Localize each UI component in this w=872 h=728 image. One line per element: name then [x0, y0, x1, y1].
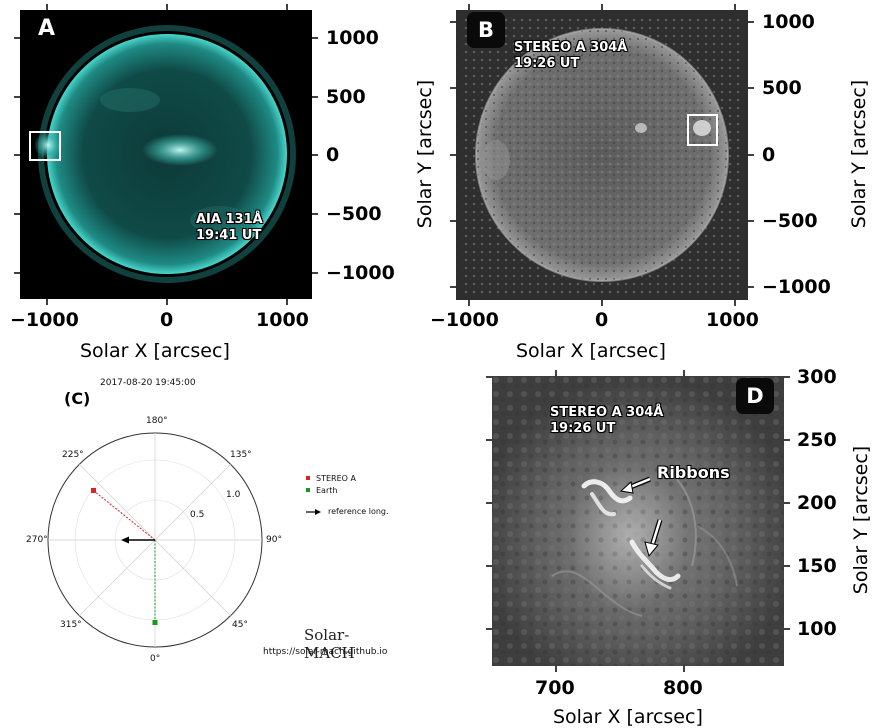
panel-b-xtick-1: −1000 [430, 309, 499, 331]
angle-label-135: 135° [230, 450, 252, 460]
panel-a-label: A [38, 16, 56, 41]
panel-d-label: D [736, 378, 774, 414]
region-box-a [29, 131, 61, 161]
panel-d-annotation-line1: STEREO A 304Å [550, 405, 664, 420]
legend-arrow-icon [306, 509, 321, 515]
angle-label-315: 315° [60, 620, 82, 630]
ribbons-label: Ribbons [657, 463, 730, 482]
angle-label-180: 180° [146, 416, 168, 426]
panel-b-ytick-4: −500 [762, 210, 818, 232]
legend-earth-label: Earth [316, 486, 338, 495]
angle-label-270: 270° [26, 535, 48, 545]
panel-a-ytick-2: 500 [326, 86, 366, 108]
earth-marker [152, 620, 158, 625]
ribbon-arrow-2 [644, 519, 663, 558]
angle-label-45: 45° [232, 620, 248, 630]
panel-a-annotation-line2: 19:41 UT [196, 228, 262, 243]
panel-a-annotation-line1: AIA 131Å [196, 212, 263, 227]
panel-b-ylabel: Solar Y [arcsec] [848, 79, 870, 229]
angle-label-0: 0° [150, 654, 161, 664]
panel-b-xtick-3: 1000 [706, 309, 759, 331]
angle-label-90: 90° [266, 535, 282, 545]
legend-stereo-swatch [306, 476, 310, 480]
panel-a-ytick-4: −500 [326, 203, 382, 225]
panel-a-ytick-1: 1000 [326, 27, 379, 49]
panel-d-ytick-4: 150 [797, 555, 837, 577]
legend-stereo-label: STEREO A [316, 474, 356, 483]
panel-b-ticks [450, 4, 754, 306]
panel-d-annotation-line2: 19:26 UT [550, 421, 616, 436]
stereo-304-zoom-image [492, 376, 784, 666]
region-box-b [687, 114, 718, 146]
panel-a-ytick-5: −1000 [326, 262, 395, 284]
solar-mach-title: Solar-MACH [304, 626, 355, 662]
reference-arrow [121, 536, 129, 544]
panel-d-ytick-2: 250 [797, 429, 837, 451]
aia-131-image [20, 10, 312, 299]
panel-d-xlabel: Solar X [arcsec] [553, 706, 703, 728]
panel-b-annotation-line2: 19:26 UT [514, 56, 580, 71]
panel-c-timestamp: 2017-08-20 19:45:00 [100, 378, 196, 388]
stereo-a-marker [91, 488, 96, 493]
panel-b-ytick-2: 500 [762, 77, 802, 99]
panel-b-annotation-line1: STEREO A 304Å [514, 40, 628, 55]
stereo-304-image [456, 10, 748, 300]
angle-label-225: 225° [62, 450, 84, 460]
panel-d-ytick-3: 200 [797, 492, 837, 514]
ribbon-arrow-1 [619, 476, 651, 494]
panel-a-xtick-1: −1000 [10, 309, 79, 331]
panel-a-xtick-3: 1000 [256, 309, 309, 331]
panel-d-ylabel: Solar Y [arcsec] [850, 445, 872, 595]
panel-d-xtick-1: 700 [535, 677, 575, 699]
panel-b-xtick-2: 0 [595, 309, 609, 331]
panel-b-ytick-1: 1000 [762, 11, 815, 33]
panel-a-ytick-3: 0 [326, 144, 340, 166]
panel-b-label: B [467, 12, 505, 48]
panel-a-ticks [14, 4, 318, 305]
legend-reference-label: reference long. [328, 507, 389, 516]
panel-a-xtick-2: 0 [160, 309, 174, 331]
panel-b-ytick-5: −1000 [762, 276, 831, 298]
radial-label-05: 0.5 [190, 510, 205, 520]
panel-b-ytick-3: 0 [762, 144, 776, 166]
solar-mach-url: https://solar-mach.github.io [263, 647, 388, 657]
panel-b-xlabel: Solar X [arcsec] [516, 340, 666, 362]
panel-a-xlabel: Solar X [arcsec] [80, 340, 230, 362]
panel-b-left-ylabel: Solar Y [arcsec] [414, 79, 436, 229]
polar-plot [47, 432, 263, 648]
legend-earth-swatch [306, 488, 310, 492]
radial-label-10: 1.0 [226, 490, 241, 500]
panel-c-label: (C) [64, 389, 91, 408]
panel-d-ytick-1: 300 [797, 366, 837, 388]
panel-d-ticks [486, 370, 790, 672]
panel-d-ytick-5: 100 [797, 618, 837, 640]
panel-d-xtick-2: 800 [663, 677, 703, 699]
